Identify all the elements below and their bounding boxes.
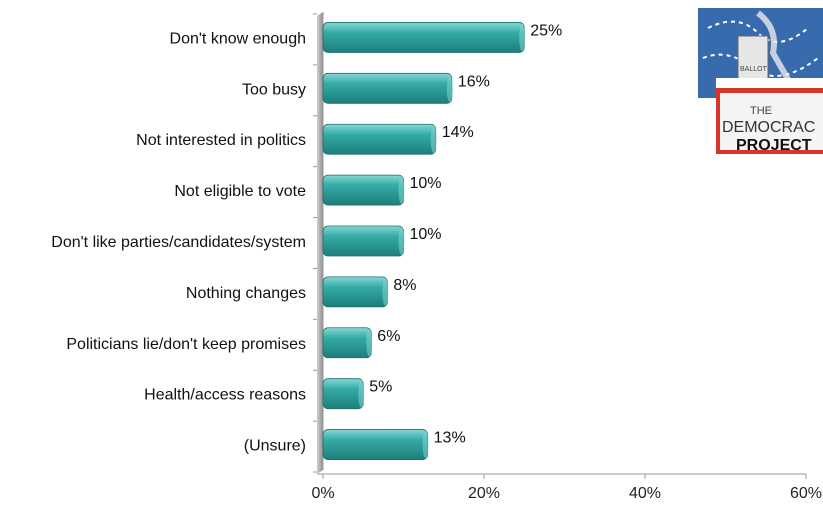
category-label: Nothing changes (186, 285, 306, 302)
bar-end-cap (358, 379, 365, 408)
democracy-project-logo: BALLOT THE DEMOCRAC PROJECT (698, 8, 823, 170)
logo-democracy-text: DEMOCRAC (722, 119, 815, 136)
bar (322, 429, 429, 460)
bar (322, 123, 437, 155)
bar-end-cap (430, 125, 437, 154)
bar (322, 72, 453, 104)
bar-end-cap (519, 23, 526, 52)
y-axis-wall (317, 12, 323, 474)
bar-end-cap (446, 74, 453, 103)
bar (322, 22, 525, 53)
bars-layer (322, 22, 526, 460)
bar-end-cap (422, 430, 429, 459)
bar (322, 276, 388, 308)
bar (322, 225, 404, 257)
category-label: Health/access reasons (144, 387, 306, 404)
logo-project-text: PROJECT (736, 137, 812, 154)
x-tick-label: 40% (629, 485, 661, 502)
category-label: (Unsure) (244, 438, 306, 455)
data-label: 8% (393, 277, 416, 294)
data-label: 5% (369, 379, 392, 396)
x-tick-label: 20% (468, 485, 500, 502)
bar (322, 327, 372, 359)
category-label: Don't know enough (170, 30, 306, 47)
data-label: 16% (458, 73, 490, 90)
category-label: Not interested in politics (136, 132, 306, 149)
logo-ballot-text: BALLOT (740, 66, 768, 73)
data-label: 13% (434, 430, 466, 447)
category-label: Don't like parties/candidates/system (51, 234, 306, 251)
logo-the-text: THE (750, 105, 772, 117)
category-label: Not eligible to vote (174, 183, 306, 200)
data-label: 10% (410, 226, 442, 243)
bar (322, 378, 364, 410)
bar (322, 174, 404, 206)
labels-layer: 0% 20% 40% 60% Don't know enough 25% Too busy 1… (51, 22, 822, 502)
category-label: Too busy (242, 81, 306, 98)
data-label: 6% (377, 328, 400, 345)
x-tick-label: 0% (311, 485, 334, 502)
bar-end-cap (382, 277, 389, 306)
bar-end-cap (398, 227, 405, 255)
bar-end-cap (398, 176, 405, 205)
bar-end-cap (366, 328, 373, 357)
x-tick-label: 60% (790, 485, 822, 502)
data-label: 25% (530, 22, 562, 39)
data-label: 14% (442, 124, 474, 141)
category-label: Politicians lie/don't keep promises (66, 336, 306, 353)
data-label: 10% (410, 175, 442, 192)
